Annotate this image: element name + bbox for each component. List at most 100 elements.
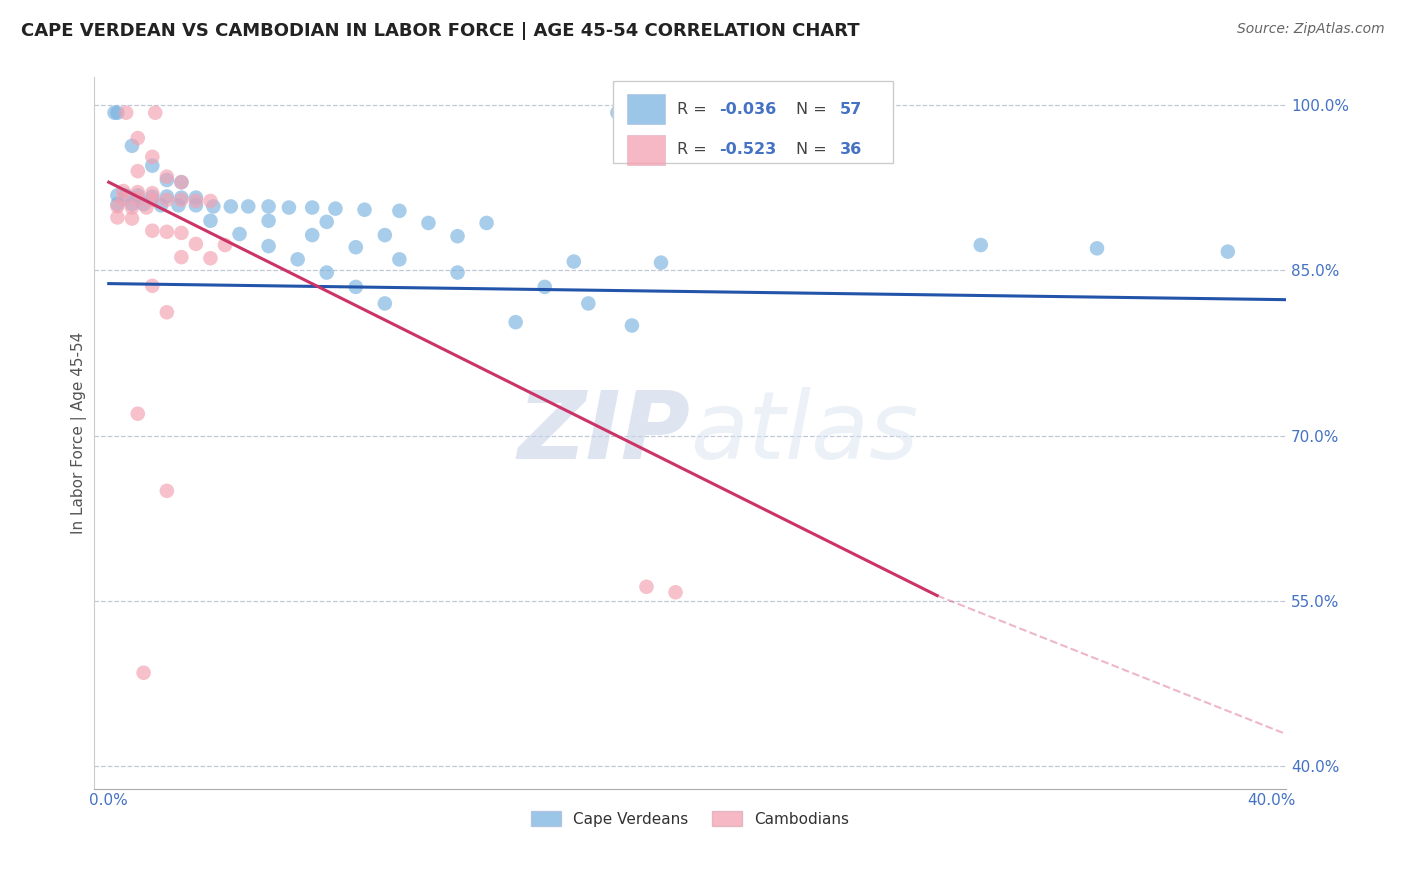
Point: [475, 216, 498, 230]
Point: [202, 199, 225, 213]
Point: [141, 189, 163, 203]
Point: [576, 296, 599, 310]
Point: [156, 225, 179, 239]
Text: R =: R =: [676, 102, 711, 117]
Point: [112, 184, 135, 198]
Point: [301, 201, 323, 215]
Point: [121, 138, 143, 153]
Point: [112, 192, 135, 206]
Point: [115, 188, 138, 202]
Text: R =: R =: [676, 143, 711, 158]
Point: [315, 215, 337, 229]
Point: [562, 254, 585, 268]
Point: [127, 407, 149, 421]
Point: [170, 175, 193, 189]
Point: [141, 224, 163, 238]
Point: [257, 199, 280, 213]
Point: [107, 197, 129, 211]
Text: CAPE VERDEAN VS CAMBODIAN IN LABOR FORCE | AGE 45-54 CORRELATION CHART: CAPE VERDEAN VS CAMBODIAN IN LABOR FORCE…: [21, 22, 859, 40]
Point: [344, 240, 367, 254]
Point: [200, 213, 222, 227]
Point: [184, 236, 207, 251]
Point: [107, 105, 129, 120]
Legend: Cape Verdeans, Cambodians: Cape Verdeans, Cambodians: [523, 803, 858, 834]
Point: [418, 216, 440, 230]
Point: [505, 315, 527, 329]
Point: [325, 202, 347, 216]
Point: [121, 201, 143, 215]
Point: [388, 252, 411, 267]
Point: [200, 194, 222, 208]
Point: [156, 193, 179, 207]
Point: [388, 203, 411, 218]
Point: [184, 198, 207, 212]
Point: [1085, 241, 1108, 255]
Point: [127, 131, 149, 145]
Text: -0.523: -0.523: [718, 143, 776, 158]
Point: [115, 105, 138, 120]
Point: [127, 164, 149, 178]
Point: [278, 201, 301, 215]
FancyBboxPatch shape: [627, 95, 665, 124]
Point: [219, 199, 242, 213]
Point: [374, 296, 396, 310]
Text: Source: ZipAtlas.com: Source: ZipAtlas.com: [1237, 22, 1385, 37]
Point: [141, 159, 163, 173]
Point: [170, 175, 193, 189]
Point: [723, 105, 745, 120]
Point: [127, 185, 149, 199]
FancyBboxPatch shape: [627, 135, 665, 165]
Point: [301, 228, 323, 243]
Point: [107, 188, 129, 202]
Point: [353, 202, 375, 217]
Point: [103, 105, 125, 120]
Text: ZIP: ZIP: [517, 387, 690, 479]
Point: [970, 238, 993, 252]
Point: [107, 199, 129, 213]
Point: [170, 226, 193, 240]
FancyBboxPatch shape: [613, 81, 893, 162]
Point: [156, 483, 179, 498]
Point: [121, 211, 143, 226]
Point: [156, 169, 179, 184]
Point: [141, 193, 163, 207]
Point: [127, 192, 149, 206]
Point: [287, 252, 309, 267]
Point: [214, 238, 236, 252]
Point: [533, 280, 555, 294]
Point: [315, 266, 337, 280]
Text: N =: N =: [796, 143, 832, 158]
Text: 57: 57: [841, 102, 862, 117]
Point: [127, 188, 149, 202]
Point: [141, 150, 163, 164]
Point: [156, 173, 179, 187]
Point: [121, 197, 143, 211]
Point: [200, 252, 222, 266]
Point: [374, 228, 396, 243]
Point: [184, 191, 207, 205]
Point: [238, 199, 260, 213]
Point: [650, 255, 672, 269]
Point: [167, 198, 190, 212]
Point: [184, 194, 207, 208]
Point: [620, 318, 643, 333]
Y-axis label: In Labor Force | Age 45-54: In Labor Force | Age 45-54: [72, 332, 87, 534]
Point: [170, 250, 193, 264]
Point: [446, 266, 468, 280]
Point: [606, 105, 628, 120]
Point: [143, 105, 166, 120]
Point: [141, 278, 163, 293]
Text: atlas: atlas: [690, 387, 918, 478]
Point: [132, 665, 155, 680]
Point: [150, 198, 173, 212]
Point: [107, 211, 129, 225]
Point: [156, 189, 179, 203]
Point: [446, 229, 468, 244]
Point: [170, 191, 193, 205]
Point: [170, 193, 193, 207]
Point: [664, 585, 686, 599]
Text: N =: N =: [796, 102, 832, 117]
Point: [141, 186, 163, 201]
Point: [156, 305, 179, 319]
Point: [1216, 244, 1239, 259]
